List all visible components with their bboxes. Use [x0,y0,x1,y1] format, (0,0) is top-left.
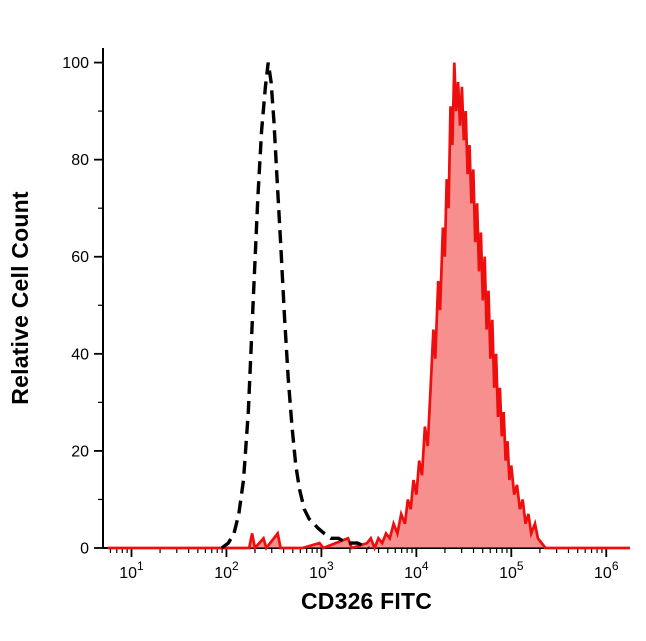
y-tick-label: 20 [71,443,89,460]
x-axis-title: CD326 FITC [300,588,433,614]
x-tick-label: 101 [119,559,144,582]
y-axis-title: Relative Cell Count [7,191,33,405]
x-tick-label: 106 [594,559,619,582]
y-tick-label: 40 [71,346,89,363]
series-fill-stained-sample-filled-red [107,62,630,548]
series-line-negative-control-dashed-black [220,62,370,550]
y-tick-label: 0 [80,541,89,558]
y-tick-label: 80 [71,152,89,169]
y-tick-label: 60 [71,249,89,266]
series-line-stained-sample-filled-red [107,62,630,552]
x-tick-label: 105 [499,559,524,582]
x-tick-label: 104 [404,559,429,582]
x-tick-label: 102 [214,559,239,582]
y-tick-label: 100 [62,55,89,72]
x-tick-label: 103 [309,559,334,582]
